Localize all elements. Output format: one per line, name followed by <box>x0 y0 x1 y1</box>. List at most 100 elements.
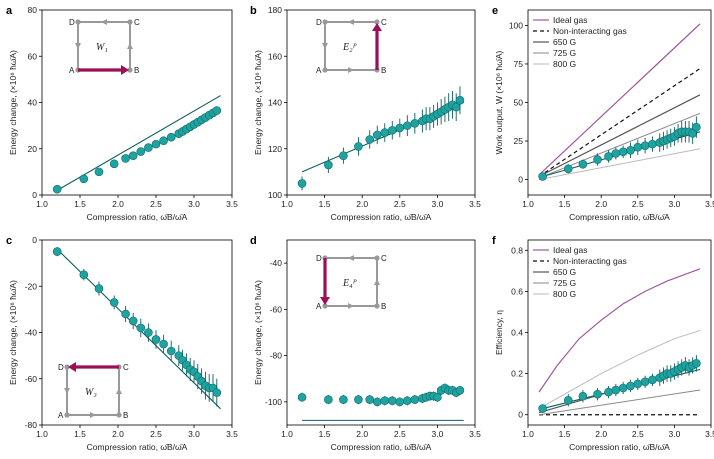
data-point <box>136 323 146 333</box>
cycle-arrowhead <box>75 43 81 49</box>
data-point <box>648 139 657 149</box>
y-tick-label: 0 <box>32 190 37 200</box>
data-point <box>121 309 130 319</box>
x-tick-label: 1.0 <box>36 429 48 439</box>
data-point <box>151 335 161 344</box>
data-point <box>94 167 104 177</box>
x-tick-label: 2.5 <box>150 199 162 209</box>
y-tick-label: -20 <box>25 281 38 291</box>
cycle-label: E₄ᴾ <box>342 278 357 289</box>
legend-entry: Non-interacting gas <box>553 26 627 36</box>
x-tick-label: 2.0 <box>595 429 607 439</box>
axes-frame <box>286 239 476 426</box>
data-point <box>151 139 161 149</box>
cycle-letter: C <box>381 254 387 263</box>
data-point <box>159 136 168 145</box>
cycle-node <box>322 19 328 25</box>
data-point <box>626 381 635 391</box>
y-tick-label: 100 <box>268 190 282 200</box>
data-point <box>410 395 420 404</box>
data-point <box>354 395 363 404</box>
data-point <box>387 125 397 135</box>
x-tick-label: 1.5 <box>559 199 571 209</box>
data-point <box>387 396 397 406</box>
data-point <box>365 135 375 144</box>
x-tick-label: 3.0 <box>431 429 443 439</box>
y-tick-label: 0.8 <box>511 245 523 255</box>
panel-label: a <box>6 5 13 17</box>
panel-b: b 1.0 1.5 2.0 2.5 3.0 3.5 100 120 140 160 180 Compre… <box>250 5 481 222</box>
data-point <box>618 383 628 393</box>
cycle-label: E₂ᴾ <box>342 42 357 53</box>
data-point <box>128 151 138 160</box>
y-axis-label: Energy change, (×10⁶ ħω̄A) <box>253 50 263 155</box>
panel-label: b <box>250 5 257 17</box>
x-tick-label: 1.0 <box>281 199 293 209</box>
x-tick-label: 1.5 <box>319 199 331 209</box>
data-point <box>618 147 628 157</box>
cycle-letter: B <box>381 302 386 311</box>
x-tick-label: 1.0 <box>281 429 293 439</box>
x-tick-label: 1.5 <box>74 429 86 439</box>
cycle-highlight-arrowhead <box>320 297 330 305</box>
x-tick-label: 3.0 <box>188 199 200 209</box>
y-tick-label: -60 <box>25 374 38 384</box>
x-tick-label: 3.5 <box>469 199 481 209</box>
cycle-letter: C <box>381 18 387 27</box>
data-point <box>372 397 382 407</box>
x-tick-label: 1.5 <box>319 429 331 439</box>
data-point <box>455 386 465 395</box>
cycle-letter: D <box>316 18 322 27</box>
x-tick-label: 2.5 <box>632 429 644 439</box>
data-point <box>166 132 176 142</box>
cycle-arrowhead <box>348 255 354 261</box>
cycle-arrowhead <box>348 67 354 73</box>
x-tick-label: 3.0 <box>668 429 680 439</box>
cycle-letter: D <box>58 363 64 372</box>
cycle-node <box>374 255 380 261</box>
cycle-node <box>75 19 81 25</box>
data-point <box>578 159 588 169</box>
series-line <box>538 94 701 178</box>
x-tick-label: 3.5 <box>705 429 714 439</box>
x-tick-label: 3.5 <box>226 199 238 209</box>
data-point <box>212 388 222 397</box>
y-tick-label: -40 <box>25 328 38 338</box>
data-point <box>611 149 621 158</box>
y-tick-label: 180 <box>268 5 282 15</box>
data-point <box>159 339 168 349</box>
y-tick-label: 60 <box>28 51 38 61</box>
y-tick-label: 25 <box>514 136 524 146</box>
x-tick-label: 3.5 <box>469 429 481 439</box>
legend-entry: Non-interacting gas <box>553 256 627 266</box>
data-point <box>128 316 138 326</box>
y-tick-label: 0 <box>32 235 37 245</box>
data-point <box>144 143 153 152</box>
data-point <box>433 392 442 402</box>
x-axis-label: Compression ratio, ω̄B/ω̄A <box>569 442 670 452</box>
x-tick-label: 2.5 <box>150 429 162 439</box>
data-point <box>136 147 146 156</box>
y-tick-label: -60 <box>270 304 283 314</box>
axes-frame <box>41 9 233 196</box>
data-point <box>563 396 573 405</box>
panel-label: e <box>492 5 498 17</box>
y-tick-label: 0.2 <box>511 369 523 379</box>
y-tick-label: 120 <box>268 144 282 154</box>
y-tick-label: 140 <box>268 98 282 108</box>
data-point <box>144 328 153 337</box>
data-point <box>692 122 701 132</box>
x-tick-label: 3.5 <box>705 199 714 209</box>
y-axis-label: Energy change, (×10⁶ ħω̄A) <box>8 280 18 385</box>
data-point <box>109 298 119 307</box>
x-tick-label: 2.0 <box>595 199 607 209</box>
x-tick-label: 1.5 <box>74 199 86 209</box>
cycle-letter: A <box>316 66 322 75</box>
cycle-letter: A <box>58 411 64 420</box>
cycle-node <box>374 19 380 25</box>
y-axis-label: Efficiency, η <box>494 310 504 355</box>
legend-entry: Ideal gas <box>553 15 588 25</box>
panel-d: d 1.0 1.5 2.0 2.5 3.0 3.5 -100 -80 -60 -40 Compress… <box>250 235 481 452</box>
y-axis-label: Work output, W (×10⁶ ħω̄A) <box>494 50 504 154</box>
